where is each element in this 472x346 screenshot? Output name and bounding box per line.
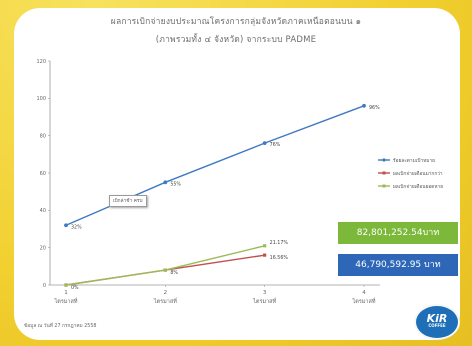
x-tick-label: ไตรมาสที่ bbox=[352, 297, 376, 305]
data-source-note: ข้อมูล ณ วันที่ 27 กรกฎาคม 2558 bbox=[24, 324, 97, 329]
amount-target-box: 82,801,252.54บาท bbox=[338, 222, 458, 244]
x-tick-number: 3 bbox=[263, 290, 267, 296]
y-tick-label: 80 bbox=[40, 133, 46, 139]
y-tick-label: 40 bbox=[40, 208, 46, 214]
data-label: 96% bbox=[369, 105, 380, 111]
data-point bbox=[262, 141, 267, 146]
data-label: 0% bbox=[71, 285, 79, 291]
y-tick-label: 100 bbox=[36, 96, 46, 102]
data-point bbox=[163, 268, 167, 272]
data-point bbox=[362, 103, 366, 108]
y-tick-label: 120 bbox=[36, 59, 46, 65]
data-point bbox=[64, 223, 68, 228]
chart-title-line2: (ภาพรวมทั้ง ๔ จังหวัด) จากระบบ PADME bbox=[155, 35, 317, 45]
x-tick-label: ไตรมาสที่ bbox=[252, 297, 276, 305]
x-tick-number: 1 bbox=[64, 290, 68, 296]
legend-label: ร้อยละตามเป้าหมาย bbox=[393, 157, 435, 164]
y-tick-label: 60 bbox=[40, 171, 46, 177]
data-label: 16.56% bbox=[270, 255, 289, 261]
data-label: 8% bbox=[170, 270, 178, 276]
legend-label: ผลเบิกจ่ายเดือนยอดหาย bbox=[393, 183, 443, 190]
series-line-1 bbox=[65, 105, 365, 226]
data-label: 21.17% bbox=[270, 240, 289, 246]
legend-marker bbox=[382, 158, 386, 162]
chart-title-line1: ผลการเบิกจ่ายงบประมาณโครงการกลุ่มจังหวัด… bbox=[110, 17, 362, 27]
data-point bbox=[263, 244, 267, 248]
series-line-3 bbox=[65, 245, 265, 286]
x-tick-number: 4 bbox=[362, 290, 366, 296]
logo-subtext: COFFEE bbox=[428, 323, 446, 328]
data-label: 55% bbox=[170, 181, 181, 187]
data-point bbox=[163, 180, 168, 185]
y-tick-label: 0 bbox=[43, 283, 46, 289]
x-tick-number: 2 bbox=[164, 290, 168, 296]
x-tick-label: ไตรมาสที่ bbox=[54, 297, 78, 305]
kir-coffee-logo: KiR COFFEE bbox=[414, 304, 460, 340]
chart-axes: 0204060801001201ไตรมาสที่2ไตรมาสที่3ไตรม… bbox=[36, 59, 380, 305]
data-label: 32% bbox=[71, 224, 82, 230]
chart-callout: เบิกล่าช้า ครบ bbox=[109, 195, 147, 207]
legend-marker bbox=[382, 184, 386, 188]
chart-legend: ร้อยละตามเป้าหมายผลเบิกจ่ายเดือนมากกว่าผ… bbox=[378, 157, 443, 190]
data-label: 76% bbox=[270, 142, 281, 148]
data-point bbox=[64, 283, 68, 287]
x-tick-label: ไตรมาสที่ bbox=[153, 297, 177, 305]
chart-series: 32% 55% 76% 96% 0% 8% 16.56% 21.17% bbox=[64, 103, 380, 291]
y-tick-label: 20 bbox=[40, 245, 46, 251]
amount-disbursed-box: 46,790,592.95 บาท bbox=[338, 254, 458, 276]
logo-text: KiR bbox=[426, 312, 448, 325]
legend-label: ผลเบิกจ่ายเดือนมากกว่า bbox=[393, 170, 443, 177]
legend-marker bbox=[382, 171, 386, 175]
data-point bbox=[263, 253, 267, 257]
